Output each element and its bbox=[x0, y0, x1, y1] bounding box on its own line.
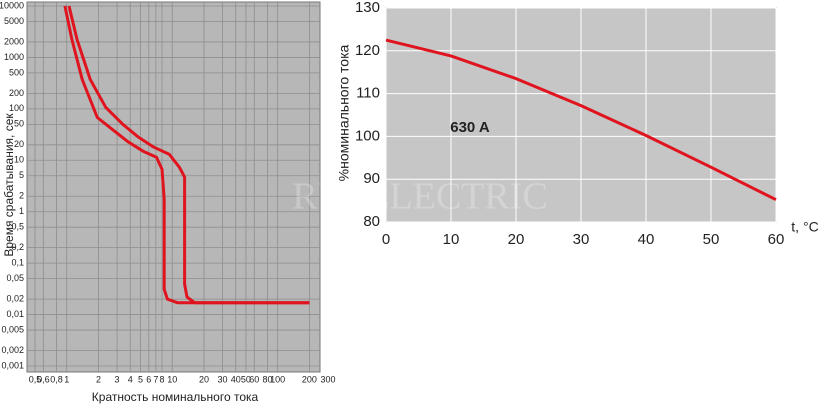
x-tick-label: 7 bbox=[153, 374, 158, 384]
y-tick-label: 10 bbox=[14, 155, 24, 165]
x-tick-label: 6 bbox=[146, 374, 151, 384]
x-tick-label: 1 bbox=[64, 374, 69, 384]
curve bbox=[67, 5, 310, 305]
y-tick-label: 5 bbox=[19, 170, 24, 180]
x-tick-label: 50 bbox=[241, 374, 251, 384]
annotation: 630 A bbox=[450, 119, 490, 136]
y-tick-label: 0,001 bbox=[1, 360, 24, 370]
y-tick-label: 0,01 bbox=[6, 309, 24, 319]
y-tick-label: 90 bbox=[363, 170, 380, 187]
y-axis-title: Время срабатывания, сек bbox=[2, 113, 16, 257]
y-tick-label: 5000 bbox=[4, 16, 24, 26]
x-tick-label: 50 bbox=[703, 231, 720, 248]
x-tick-label: 80 bbox=[262, 374, 272, 384]
x-tick-label: 20 bbox=[508, 231, 525, 248]
y-tick-label: 0,002 bbox=[1, 345, 24, 355]
x-tick-label: 20 bbox=[199, 374, 209, 384]
curve bbox=[385, 38, 777, 202]
x-tick-label: 0,5 bbox=[29, 374, 42, 384]
y-tick-label: 500 bbox=[9, 67, 24, 77]
x-tick-label: 8 bbox=[159, 374, 164, 384]
y-tick-label: 130 bbox=[355, 0, 380, 16]
x-tick-label: 60 bbox=[249, 374, 259, 384]
x-tick-label: 2 bbox=[96, 374, 101, 384]
x-tick-label: 300 bbox=[320, 374, 335, 384]
y-tick-label: 100 bbox=[9, 103, 24, 113]
y-tick-label: 0,2 bbox=[11, 242, 24, 252]
x-tick-label: 0 bbox=[382, 231, 390, 248]
y-tick-label: 1000 bbox=[4, 52, 24, 62]
x-tick-label: 60 bbox=[768, 231, 785, 248]
x-tick-label: 5 bbox=[138, 374, 143, 384]
y-tick-label: 0,005 bbox=[1, 324, 24, 334]
y-tick-label: 2000 bbox=[4, 36, 24, 46]
plot-bg-1 bbox=[26, 1, 321, 373]
x-tick-label: 30 bbox=[218, 374, 228, 384]
y-tick-label: 120 bbox=[355, 42, 380, 59]
y-tick-label: 50 bbox=[14, 119, 24, 129]
x-axis-title: Кратность номинального тока bbox=[92, 390, 259, 404]
y-tick-label: 110 bbox=[356, 85, 380, 102]
y-tick-label: 100 bbox=[355, 127, 380, 144]
x-tick-label: 40 bbox=[638, 231, 655, 248]
x-tick-label: 3 bbox=[115, 374, 120, 384]
x-tick-label: 40 bbox=[231, 374, 241, 384]
x-tick-label: 0,6 bbox=[37, 374, 50, 384]
x-tick-label: 10 bbox=[167, 374, 177, 384]
y-tick-label: 20 bbox=[14, 139, 24, 149]
y-tick-label: 200 bbox=[9, 88, 24, 98]
y-tick-label: 2 bbox=[19, 191, 24, 201]
x-tick-label: 10 bbox=[443, 231, 460, 248]
x-tick-label: 30 bbox=[573, 231, 590, 248]
y-tick-label: 80 bbox=[363, 213, 380, 230]
y-tick-label: 0,05 bbox=[6, 273, 24, 283]
curve bbox=[63, 5, 310, 305]
x-tick-label: 0,8 bbox=[50, 374, 63, 384]
x-tick-label: 4 bbox=[128, 374, 133, 384]
y-tick-label: 0,5 bbox=[11, 222, 24, 232]
x-axis-title: t, °C bbox=[791, 219, 818, 235]
x-tick-label: 100 bbox=[270, 374, 285, 384]
y-tick-label: 0,02 bbox=[6, 293, 24, 303]
y-tick-label: 10000 bbox=[0, 0, 24, 10]
watermark: RUSELECTRIC bbox=[292, 176, 547, 218]
x-tick-label: 200 bbox=[302, 374, 317, 384]
y-axis-title: %номинального тока bbox=[336, 44, 352, 181]
y-tick-label: 1 bbox=[19, 206, 24, 216]
y-tick-label: 0,1 bbox=[11, 258, 24, 268]
